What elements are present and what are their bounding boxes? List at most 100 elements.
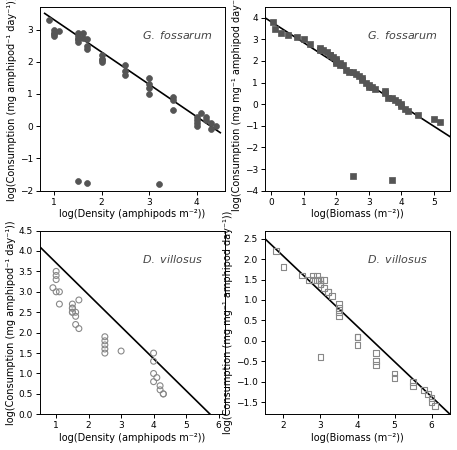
Point (101, 341, 108, 348)
Point (284, 32, 291, 39)
Point (428, 399, 435, 406)
Point (98, 57, 105, 64)
Point (79, 29, 86, 36)
Point (69, 301, 76, 308)
Point (193, 119, 200, 126)
Point (69, 305, 76, 312)
Point (153, 374, 160, 381)
Point (197, 110, 205, 117)
Y-axis label: log(Consumption (mg mg⁻¹ amphipod day⁻¹)): log(Consumption (mg mg⁻¹ amphipod day⁻¹)… (232, 0, 242, 211)
Point (169, 97, 176, 104)
Point (74, 29, 81, 36)
Point (436, 118, 444, 125)
Point (368, 83, 376, 90)
Point (391, 370, 398, 377)
Point (354, 341, 361, 348)
Point (430, 116, 437, 123)
Point (385, 94, 392, 101)
Point (150, 370, 157, 377)
Point (324, 288, 331, 295)
Point (101, 350, 108, 357)
Point (336, 62, 343, 69)
X-axis label: log(Biomass (m⁻²)): log(Biomass (m⁻²)) (311, 433, 404, 443)
Point (271, 25, 278, 32)
Point (359, 75, 366, 82)
Text: $\it{G.}$ $\it{fossarum}$: $\it{G.}$ $\it{fossarum}$ (142, 29, 213, 41)
Point (317, 45, 324, 52)
Point (159, 390, 167, 397)
Point (398, 103, 405, 110)
Point (420, 386, 428, 393)
Point (313, 276, 320, 283)
Point (365, 83, 372, 90)
Point (336, 59, 343, 67)
Point (101, 346, 108, 353)
Point (69, 305, 76, 312)
Point (53, 268, 60, 275)
Point (324, 288, 331, 295)
Point (145, 84, 153, 91)
Point (207, 119, 214, 126)
Point (270, 18, 277, 26)
Point (156, 386, 164, 393)
Point (84, 36, 91, 43)
Point (365, 81, 372, 88)
Point (193, 113, 200, 120)
Point (74, 36, 81, 43)
Point (84, 179, 91, 186)
Point (212, 123, 219, 130)
Point (317, 280, 324, 287)
Point (46, 16, 53, 23)
Point (328, 292, 335, 300)
Text: $\it{D.}$ $\it{villosus}$: $\it{D.}$ $\it{villosus}$ (142, 252, 202, 265)
Point (49, 284, 57, 291)
Point (317, 276, 324, 283)
Point (202, 113, 210, 120)
Point (306, 276, 313, 283)
Point (98, 52, 105, 59)
Point (372, 350, 380, 357)
Point (409, 378, 417, 385)
Point (372, 358, 380, 365)
Point (414, 112, 421, 119)
Point (391, 374, 398, 381)
Point (277, 29, 285, 36)
Point (391, 96, 399, 104)
Point (298, 272, 306, 279)
Point (428, 394, 435, 401)
Point (342, 66, 350, 73)
Text: $\it{D.}$ $\it{villosus}$: $\it{D.}$ $\it{villosus}$ (367, 252, 428, 265)
Point (169, 94, 176, 101)
X-axis label: log(Biomass (m⁻²)): log(Biomass (m⁻²)) (311, 209, 404, 220)
Point (404, 107, 411, 114)
Point (84, 42, 91, 49)
X-axis label: log(Density (amphipods m⁻²)): log(Density (amphipods m⁻²)) (59, 209, 206, 220)
Point (69, 309, 76, 316)
Point (51, 26, 58, 33)
Point (193, 116, 200, 123)
Point (372, 86, 379, 93)
Point (69, 309, 76, 316)
Point (431, 403, 439, 410)
Point (335, 309, 343, 316)
Point (388, 94, 395, 101)
Point (349, 68, 356, 76)
Point (53, 276, 60, 283)
Point (424, 390, 431, 397)
Point (207, 126, 214, 133)
Point (202, 116, 210, 123)
Point (74, 39, 81, 46)
Point (317, 354, 324, 361)
Point (145, 74, 153, 81)
Point (55, 27, 63, 35)
Point (122, 71, 129, 78)
Point (294, 34, 301, 41)
Point (326, 51, 334, 58)
Point (84, 45, 91, 53)
Point (72, 313, 80, 320)
Point (346, 68, 353, 76)
Point (145, 90, 153, 98)
Point (122, 61, 129, 68)
Point (101, 337, 108, 344)
Point (79, 34, 86, 41)
